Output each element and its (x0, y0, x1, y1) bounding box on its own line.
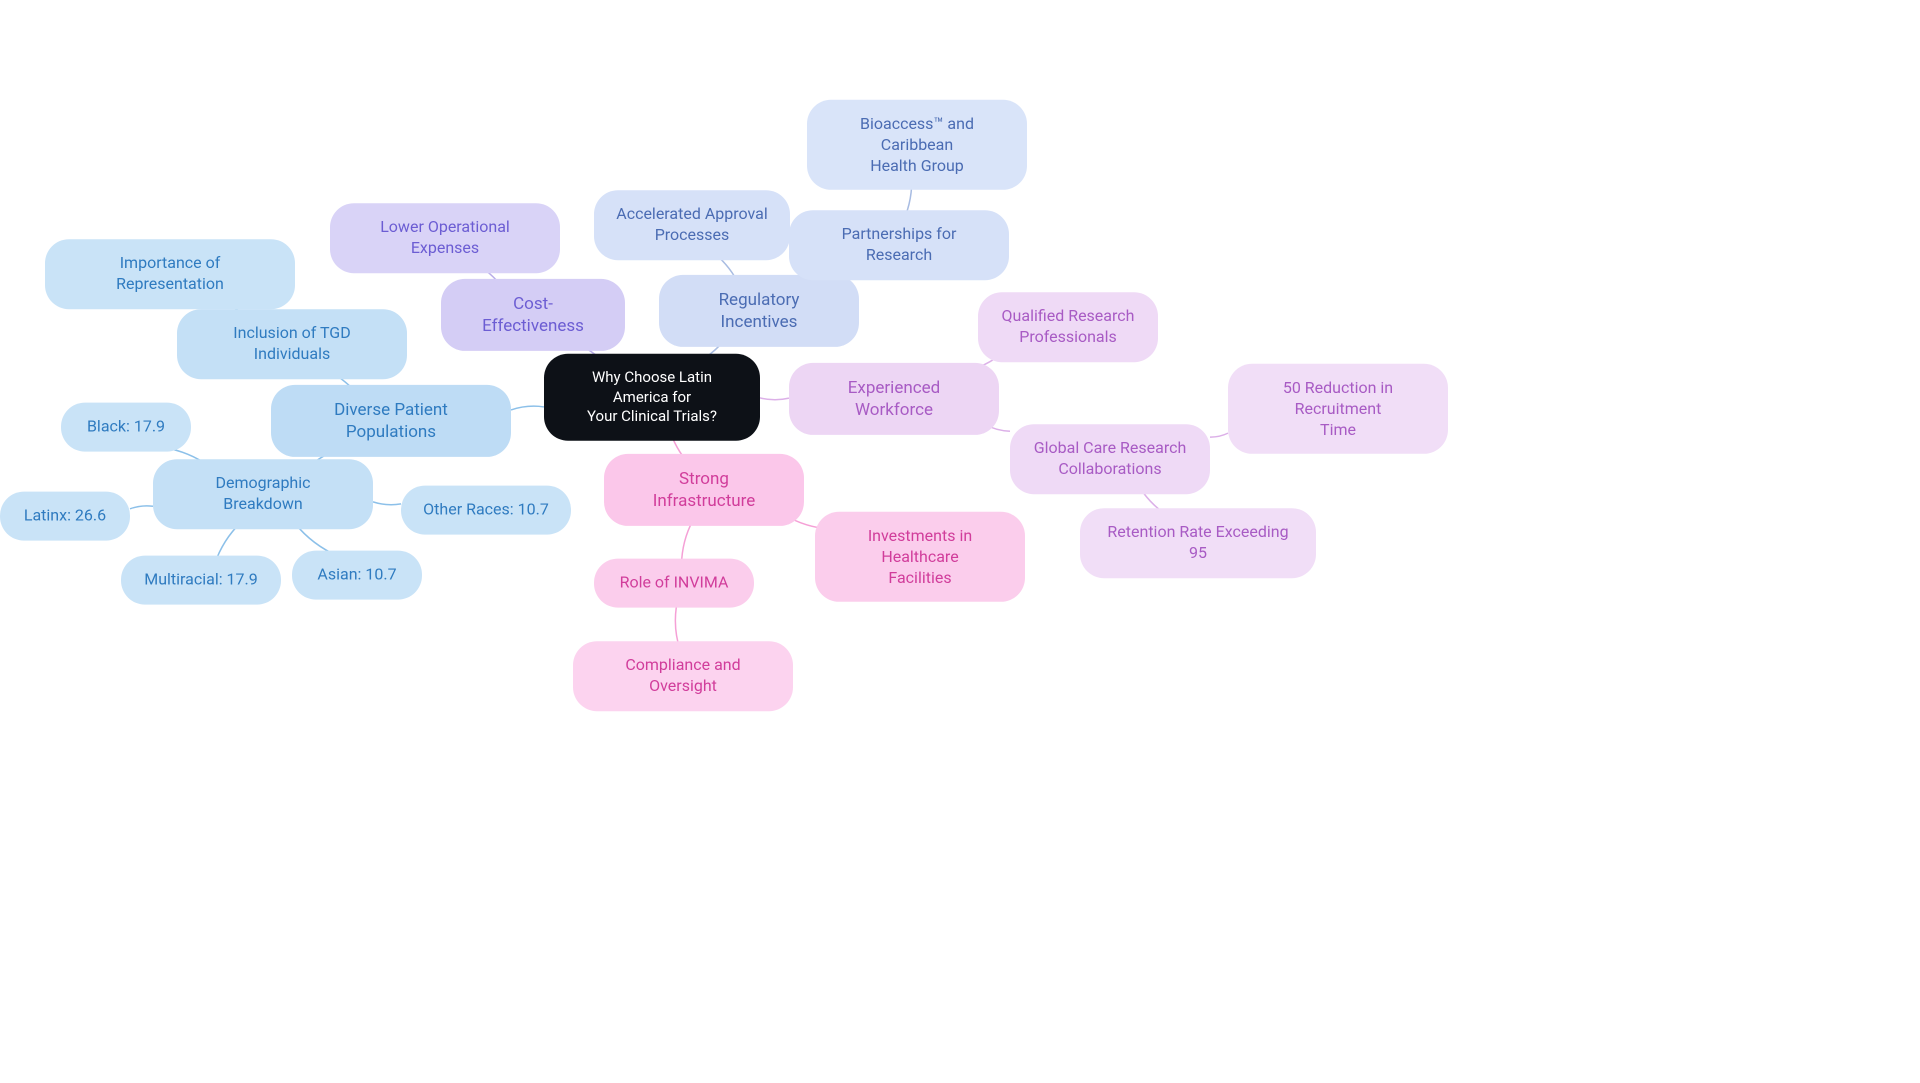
mindmap-node-demo_latinx: Latinx: 26.6 (0, 492, 130, 541)
mindmap-edge (1210, 433, 1228, 437)
mindmap-node-infra_compliance: Compliance and Oversight (573, 641, 793, 711)
mindmap-node-demo_multi: Multiracial: 17.9 (121, 556, 281, 605)
mindmap-node-cost_lower: Lower Operational Expenses (330, 203, 560, 273)
mindmap-node-demo_other: Other Races: 10.7 (401, 486, 571, 535)
mindmap-node-infra_invest: Investments in Healthcare Facilities (815, 512, 1025, 602)
mindmap-node-diverse: Diverse Patient Populations (271, 385, 511, 457)
mindmap-node-reg_approval: Accelerated Approval Processes (594, 190, 790, 260)
mindmap-node-work: Experienced Workforce (789, 363, 999, 435)
mindmap-node-demo_black: Black: 17.9 (61, 403, 191, 452)
mindmap-node-div_tgd: Inclusion of TGD Individuals (177, 309, 407, 379)
mindmap-node-work_50: 50 Reduction in Recruitment Time (1228, 364, 1448, 454)
mindmap-node-root: Why Choose Latin America for Your Clinic… (544, 354, 760, 441)
mindmap-node-div_rep: Importance of Representation (45, 239, 295, 309)
mindmap-node-div_demo: Demographic Breakdown (153, 459, 373, 529)
mindmap-node-infra_invima: Role of INVIMA (594, 559, 754, 608)
mindmap-edge (511, 406, 544, 410)
mindmap-node-work_global: Global Care Research Collaborations (1010, 424, 1210, 494)
mindmap-edge (373, 502, 401, 505)
mindmap-node-cost: Cost-Effectiveness (441, 279, 625, 351)
mindmap-node-reg_partner: Partnerships for Research (789, 210, 1009, 280)
mindmap-node-work_qual: Qualified Research Professionals (978, 292, 1158, 362)
mindmap-edge (130, 506, 153, 509)
mindmap-node-work_retention: Retention Rate Exceeding 95 (1080, 508, 1316, 578)
mindmap-node-infra: Strong Infrastructure (604, 454, 804, 526)
mindmap-node-reg_bioaccess: Bioaccess™ and Caribbean Health Group (807, 100, 1027, 190)
mindmap-node-demo_asian: Asian: 10.7 (292, 551, 422, 600)
mindmap-edge (760, 398, 789, 400)
mindmap-node-reg: Regulatory Incentives (659, 275, 859, 347)
